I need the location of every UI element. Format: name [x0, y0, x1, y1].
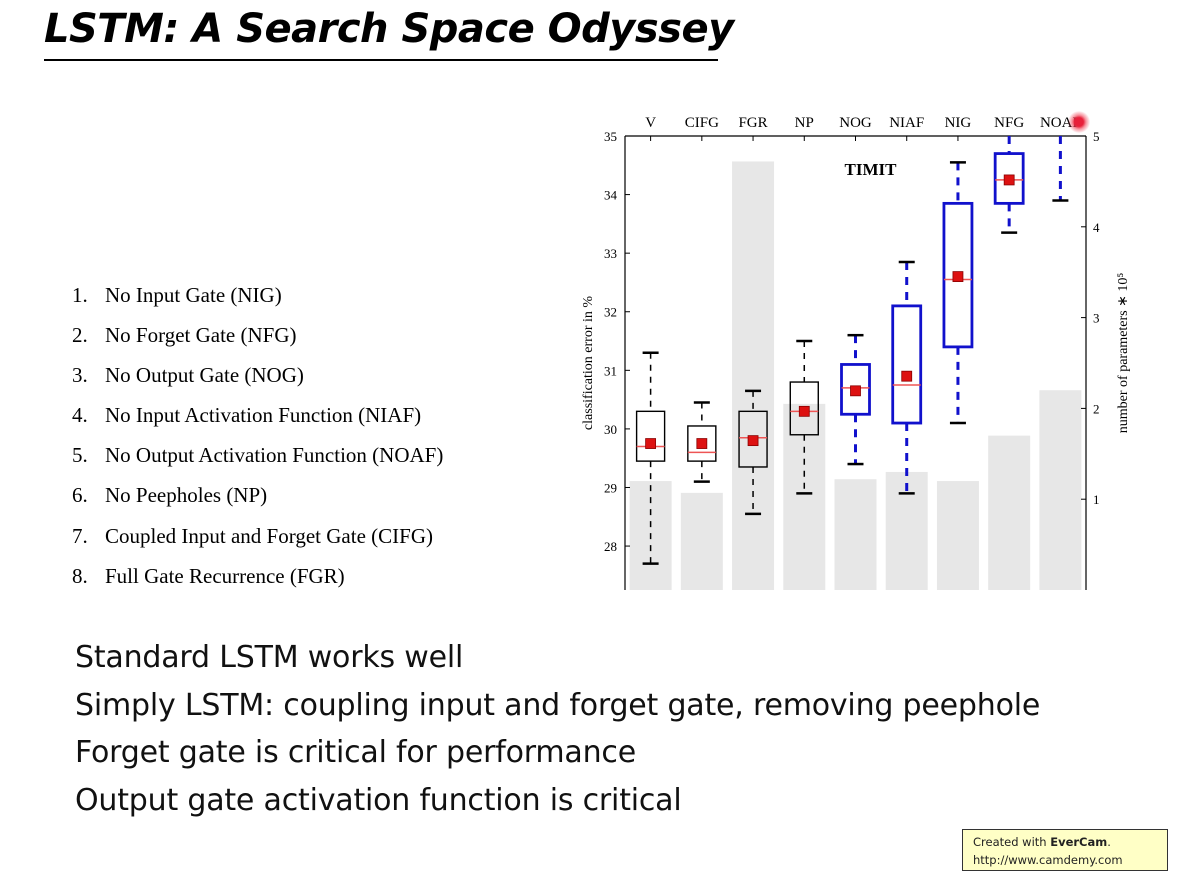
box-iqr — [993, 152, 1025, 205]
variant-text: No Forget Gate (NFG) — [105, 323, 297, 348]
badge-brand: EverCam — [1050, 835, 1108, 849]
variant-item: 6. No Peepholes (NP) — [72, 483, 443, 523]
mean-marker — [645, 438, 657, 449]
mean-marker — [1003, 174, 1015, 186]
variant-number: 8. — [72, 563, 88, 588]
variant-item: 1. No Input Gate (NIG) — [72, 283, 443, 323]
y-tick-label-left: 31 — [604, 363, 617, 378]
category-label: NIAF — [889, 115, 924, 131]
mean-marker — [696, 438, 708, 449]
variant-number: 2. — [72, 323, 88, 348]
mean-marker — [952, 271, 964, 282]
parameter-bar — [834, 479, 877, 590]
y-tick-label-left: 30 — [604, 422, 617, 437]
title-underline — [44, 59, 718, 61]
summary-note: Forget gate is critical for performance — [75, 735, 636, 770]
box-iqr — [942, 201, 974, 349]
summary-notes: Standard LSTM works well Simply LSTM: cou… — [75, 640, 1040, 830]
category-label: CIFG — [685, 115, 719, 131]
y-tick-label-left: 29 — [604, 480, 617, 495]
box-iqr — [635, 410, 666, 462]
summary-note: Simply LSTM: coupling input and forget g… — [75, 687, 1041, 723]
variant-number: 7. — [72, 523, 88, 548]
mean-marker — [850, 385, 861, 397]
box-iqr — [840, 363, 871, 416]
variant-text: Full Gate Recurrence (FGR) — [105, 563, 345, 588]
parameter-bar — [885, 471, 928, 590]
y-tick-label-left: 28 — [604, 539, 617, 554]
variant-item: 4. No Input Activation Function (NIAF) — [72, 403, 443, 443]
variant-item: 5. No Output Activation Function (NOAF) — [72, 443, 443, 483]
y-tick-label-right: 1 — [1093, 492, 1100, 507]
variant-number: 3. — [72, 363, 88, 388]
category-label: V — [645, 115, 656, 131]
category-label: NIG — [945, 115, 972, 131]
category-label: NFG — [994, 115, 1024, 131]
chart-annotation: TIMIT — [845, 160, 898, 179]
parameter-bar — [936, 481, 979, 590]
variant-item: 7. Coupled Input and Forget Gate (CIFG) — [72, 524, 443, 564]
y-tick-label-left: 32 — [604, 305, 617, 320]
y-tick-label-right: 5 — [1093, 129, 1100, 144]
variant-text: No Output Gate (NOG) — [105, 363, 304, 388]
y-tick-label-right: 4 — [1093, 220, 1100, 235]
pointer-highlight — [1068, 111, 1090, 133]
mean-marker — [901, 370, 913, 382]
badge-suffix: . — [1107, 835, 1111, 849]
category-label: NP — [795, 115, 814, 131]
variant-item: 8. Full Gate Recurrence (FGR) — [72, 564, 443, 604]
parameter-bar — [783, 403, 826, 590]
parameter-bar — [988, 435, 1031, 590]
y-tick-label-left: 33 — [604, 246, 617, 261]
box-iqr — [789, 381, 819, 436]
slide-title: LSTM: A Search Space Odyssey — [44, 6, 734, 52]
variant-text: No Peepholes (NP) — [105, 483, 268, 508]
y-axis-label-right: number of parameters ∗ 10⁵ — [1116, 273, 1131, 434]
variant-list: 1. No Input Gate (NIG) 2. No Forget Gate (N… — [72, 283, 443, 604]
category-label: NOG — [839, 115, 872, 131]
variant-item: 3. No Output Gate (NOG) — [72, 363, 443, 403]
parameter-bar — [732, 161, 775, 590]
variant-number: 5. — [72, 443, 88, 468]
variant-text: Coupled Input and Forget Gate (CIFG) — [105, 523, 433, 548]
box-iqr — [738, 410, 768, 468]
badge-url: http://www.camdemy.com — [973, 853, 1123, 867]
variant-number: 1. — [72, 283, 88, 307]
summary-note: Output gate activation function is criti… — [75, 782, 682, 818]
y-tick-label-right: 2 — [1093, 401, 1100, 416]
summary-note: Standard LSTM works well — [75, 640, 464, 675]
box-iqr — [891, 304, 923, 425]
variant-number: 6. — [72, 483, 88, 508]
variant-text: No Output Activation Function (NOAF) — [105, 443, 444, 468]
evercam-badge: Created with EverCam. http://www.camdemy… — [962, 829, 1168, 871]
variant-text: No Input Activation Function (NIAF) — [105, 403, 422, 428]
y-tick-label-left: 35 — [604, 129, 617, 144]
y-axis-label: classification error in % — [581, 296, 596, 430]
parameter-bar — [680, 492, 723, 590]
variant-number: 4. — [72, 403, 88, 428]
mean-marker — [798, 405, 810, 417]
badge-prefix: Created with — [973, 835, 1051, 849]
mean-marker — [747, 435, 759, 447]
box-iqr — [687, 425, 717, 462]
y-tick-label-right: 3 — [1093, 311, 1100, 326]
category-label: FGR — [738, 115, 767, 131]
variant-text: No Input Gate (NIG) — [105, 283, 282, 307]
variant-item: 2. No Forget Gate (NFG) — [72, 323, 443, 363]
parameter-bar — [1039, 390, 1082, 590]
y-tick-label-left: 34 — [604, 188, 618, 203]
